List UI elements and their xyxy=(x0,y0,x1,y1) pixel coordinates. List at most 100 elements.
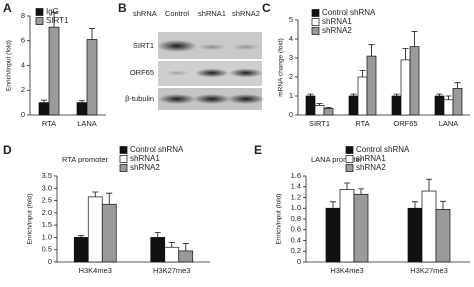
error-bar xyxy=(344,182,350,190)
bar xyxy=(366,55,377,116)
error-bar xyxy=(182,243,189,251)
y-tick-label: 1 xyxy=(289,91,293,100)
x-tick-label: ORF65 xyxy=(393,119,417,128)
bar xyxy=(421,190,437,263)
lane-label: shRNA2 xyxy=(232,9,260,18)
panel-label: A xyxy=(3,1,12,15)
error-bar xyxy=(51,11,57,28)
panel-label: E xyxy=(254,143,262,157)
bar xyxy=(443,99,454,116)
blot-band xyxy=(227,94,265,104)
chart-title: RTA promoter xyxy=(62,155,108,164)
blot-band xyxy=(165,70,189,76)
y-tick-label: 0.4 xyxy=(291,235,301,244)
bar xyxy=(357,76,368,116)
x-tick-label: RTA xyxy=(355,119,369,128)
y-tick-label: 2.5 xyxy=(42,196,52,205)
legend-label: shRNA2 xyxy=(322,26,352,35)
error-bar xyxy=(454,82,461,89)
blot-band xyxy=(193,94,231,104)
legend-swatch xyxy=(35,8,44,16)
error-bar xyxy=(426,178,432,192)
legend-label: shRNA2 xyxy=(130,163,160,172)
legend-swatch xyxy=(311,9,320,17)
panel-label: C xyxy=(262,1,271,15)
bar xyxy=(452,88,463,116)
bar xyxy=(314,105,325,116)
bar xyxy=(391,95,402,116)
error-bar xyxy=(436,93,443,96)
y-tick-label: 0.2 xyxy=(291,246,301,255)
x-tick-label: H3K4me3 xyxy=(330,266,363,275)
legend-swatch xyxy=(345,155,354,163)
legend-label: shRNA1 xyxy=(130,154,160,163)
legend-label: Control shRNA xyxy=(356,145,410,154)
error-bar xyxy=(92,191,99,197)
bar xyxy=(87,196,103,263)
legend-label: Control shRNA xyxy=(130,145,184,154)
y-tick-label: 1.6 xyxy=(291,171,301,180)
blot-panel: B shRNA Control shRNA1 shRNA2 SIRT1 ORF6… xyxy=(118,1,265,110)
blot-header: shRNA xyxy=(133,9,157,18)
error-bar xyxy=(359,69,366,77)
bar xyxy=(434,95,445,116)
bar xyxy=(325,207,341,263)
y-tick-label: 6 xyxy=(21,36,25,45)
error-bar xyxy=(411,31,418,47)
error-bar xyxy=(78,235,85,238)
bar xyxy=(38,102,50,116)
y-tick-label: 0 xyxy=(48,257,52,266)
bar xyxy=(76,102,88,116)
bar xyxy=(48,26,60,116)
x-tick-label: RTA xyxy=(42,119,56,128)
legend-swatch xyxy=(345,146,354,154)
y-tick-label: 1.2 xyxy=(291,192,301,201)
legend-label: Control shRNA xyxy=(322,8,376,17)
lane-label: shRNA1 xyxy=(198,9,226,18)
y-axis-label: Enrich/input (fold) xyxy=(276,194,283,245)
y-tick-label: 4 xyxy=(21,60,25,69)
blot-band xyxy=(229,68,263,78)
y-tick-label: 3.5 xyxy=(42,171,52,180)
y-tick-label: 0.6 xyxy=(291,225,301,234)
row-label: ORF65 xyxy=(130,68,154,77)
legend-swatch xyxy=(311,18,320,26)
blot-band xyxy=(198,44,226,50)
error-bar xyxy=(350,93,357,96)
legend-swatch xyxy=(35,17,44,25)
x-tick-label: H3K27me3 xyxy=(410,266,448,275)
lane-label: Control xyxy=(165,9,190,18)
bar xyxy=(73,237,89,263)
y-tick-label: 2 xyxy=(21,85,25,94)
legend-swatch xyxy=(119,146,128,154)
error-bar xyxy=(41,99,47,103)
legend-label: shRNA1 xyxy=(322,17,352,26)
panel-label: B xyxy=(118,1,127,15)
bar xyxy=(348,95,359,116)
bar xyxy=(400,59,411,116)
bar xyxy=(323,107,334,116)
y-tick-label: 4 xyxy=(289,34,293,43)
bar xyxy=(164,246,180,263)
error-bar xyxy=(106,192,113,205)
legend-label: shRNA1 xyxy=(356,154,386,163)
bar xyxy=(86,39,98,116)
y-tick-label: 0 xyxy=(21,110,25,119)
error-bar xyxy=(325,107,332,109)
bar xyxy=(409,46,420,116)
y-tick-label: 3.0 xyxy=(42,183,52,192)
legend-swatch xyxy=(119,155,128,163)
y-tick-label: 0.5 xyxy=(42,245,52,254)
error-bar xyxy=(330,201,336,209)
y-tick-label: 5 xyxy=(289,15,293,24)
legend-swatch xyxy=(311,27,320,35)
legend-label: SIRT1 xyxy=(46,16,69,25)
y-axis-label: mRNA change (fold) xyxy=(278,38,285,97)
y-tick-label: 0 xyxy=(297,257,301,266)
y-axis-label: Enrich/input (fold) xyxy=(6,40,13,91)
y-tick-label: 8 xyxy=(21,11,25,20)
bar xyxy=(435,208,451,263)
bar xyxy=(150,237,166,263)
row-label: β-tubulin xyxy=(125,94,154,103)
